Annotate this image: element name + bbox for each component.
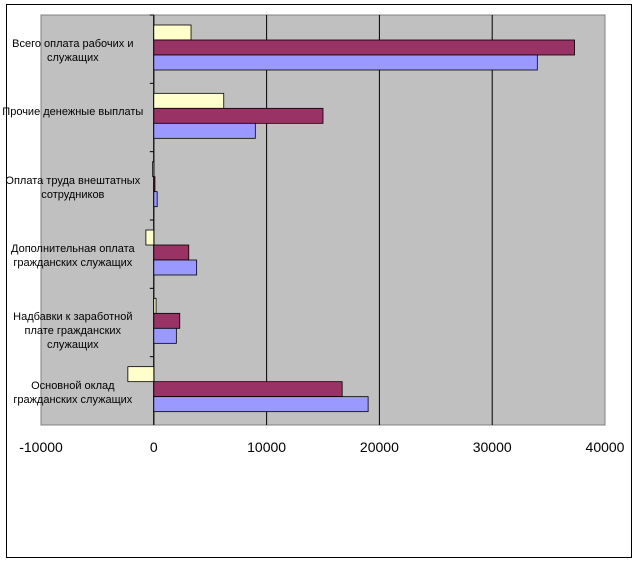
bar [153, 54, 538, 71]
bar [145, 229, 155, 246]
bar [153, 122, 256, 139]
bar [153, 327, 177, 344]
x-tick-label: 10000 [247, 439, 287, 455]
bar [153, 176, 156, 193]
bar [153, 244, 190, 261]
bar [153, 24, 192, 41]
category-label: Всего оплата рабочих и служащих [12, 38, 134, 64]
bar [153, 39, 575, 56]
bar [153, 396, 369, 413]
bar [153, 297, 157, 314]
category-label: Прочие денежные выплаты [2, 106, 144, 119]
bar [152, 161, 155, 178]
bar [153, 107, 324, 124]
x-tick-label: 0 [149, 439, 158, 455]
category-label: Надбавки к заработной плате гражданских … [13, 311, 133, 352]
bar [153, 259, 198, 276]
bar [153, 92, 225, 109]
x-tick-label: -10000 [19, 439, 63, 455]
category-label: Основной оклад гражданских служащих [13, 379, 133, 406]
category-label: Дополнительная оплата гражданских служащ… [11, 243, 135, 269]
bar [127, 366, 155, 383]
x-tick-label: 40000 [585, 439, 625, 455]
plot-background [40, 14, 606, 426]
x-tick-label: 30000 [472, 439, 512, 455]
x-tick-label: 20000 [359, 439, 399, 455]
bar [153, 312, 181, 329]
bar [153, 381, 343, 398]
bar [153, 191, 158, 208]
category-label: Оплата труда внештатных сотрудников [5, 174, 141, 201]
